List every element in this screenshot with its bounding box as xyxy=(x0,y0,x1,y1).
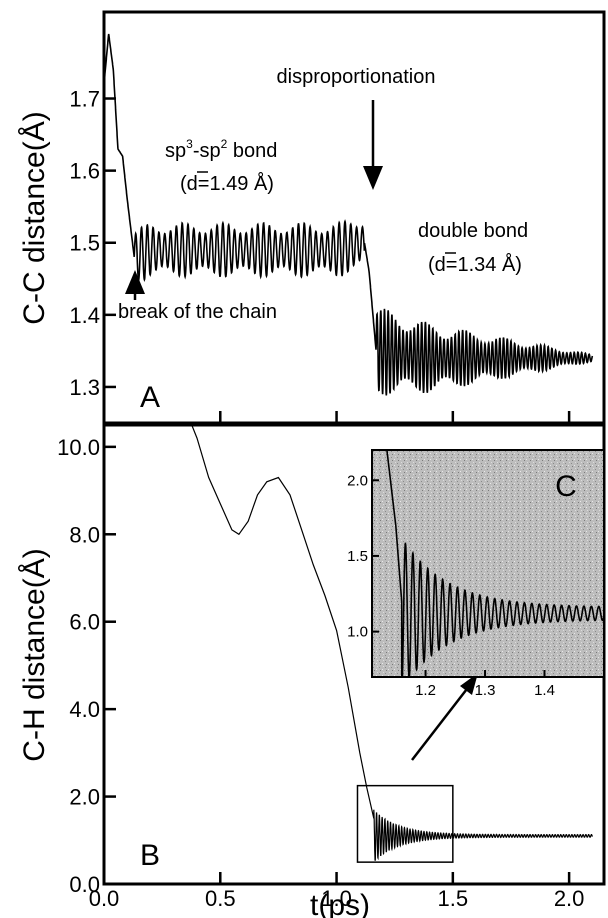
inset-c-x-ticks: 1.2 1.3 1.4 xyxy=(415,670,555,699)
sp-bond-annotation: sp3-sp2 bond xyxy=(165,137,277,162)
inset-c-y-ticks: 1.0 1.5 2.0 xyxy=(347,472,379,641)
zoom-arrow-head xyxy=(460,673,478,695)
inset-c-frame xyxy=(371,449,605,678)
panel-b-x-tick-label: 0.0 xyxy=(89,886,120,911)
panel-b-y-tick-label: 2.0 xyxy=(69,785,100,810)
panel-a-y-tick-label: 1.6 xyxy=(69,159,100,184)
panel-b-y-tick-label: 0.0 xyxy=(69,872,100,897)
inset-c-y-tick-label: 2.0 xyxy=(347,472,368,489)
bond-length-annotation-1: (d=1.49 Å) xyxy=(180,172,274,195)
panel-b: 0.0 2.0 4.0 6.0 8.0 10.0 0.0 0.5 1.0 1.5 2.0 C-H … xyxy=(18,423,606,918)
panel-b-y-tick-label: 8.0 xyxy=(69,522,100,547)
inset-c-x-tick-label: 1.4 xyxy=(534,682,555,699)
panel-b-x-ticks: 0.0 0.5 1.0 1.5 2.0 xyxy=(89,872,585,911)
panel-a-y-tick-label: 1.7 xyxy=(69,87,100,112)
disproportionation-annotation: disproportionation xyxy=(277,66,436,88)
inset-ch-line xyxy=(386,450,604,677)
panel-a-x-ticks xyxy=(102,411,571,423)
inset-c-y-tick-label: 1.0 xyxy=(347,624,368,641)
panel-b-x-axis-label: t(ps) xyxy=(310,889,370,918)
panel-a-y-ticks: 1.3 1.4 1.5 1.6 1.7 xyxy=(69,87,116,400)
double-bond-annotation: double bond xyxy=(418,220,528,242)
zoom-arrow-shaft xyxy=(411,684,471,761)
disproportionation-arrow-head xyxy=(363,166,383,190)
panel-b-y-tick-label: 4.0 xyxy=(69,697,100,722)
inset-c-x-tick-label: 1.2 xyxy=(415,682,436,699)
panel-a: 1.3 1.4 1.5 1.6 1.7 C-C distance(Å) sp3-sp2 … xyxy=(18,10,606,425)
panel-b-y-ticks: 0.0 2.0 4.0 6.0 8.0 10.0 xyxy=(57,435,116,897)
inset-c-label: C xyxy=(555,470,577,503)
inset-c-x-tick-label: 1.3 xyxy=(475,682,496,699)
panel-b-x-tick-label: 1.0 xyxy=(321,886,352,911)
bond-length-annotation-2: (d=1.34 Å) xyxy=(428,253,522,276)
panel-b-x-tick-label: 0.5 xyxy=(205,886,236,911)
panel-b-x-tick-label: 1.5 xyxy=(438,886,469,911)
panel-a-y-tick-label: 1.4 xyxy=(69,303,100,328)
break-of-chain-annotation: break of the chain xyxy=(118,301,277,323)
panel-a-y-tick-label: 1.5 xyxy=(69,231,100,256)
panel-a-frame xyxy=(102,10,606,425)
panel-b-x-tick-label: 2.0 xyxy=(554,886,585,911)
panel-a-y-tick-label: 1.3 xyxy=(69,375,100,400)
panel-a-y-axis-label: C-C distance(Å) xyxy=(18,111,51,324)
panel-b-label: B xyxy=(140,839,160,872)
cc-distance-line xyxy=(104,33,594,396)
break-arrow-head xyxy=(125,270,145,294)
panel-b-y-tick-label: 10.0 xyxy=(57,435,100,460)
inset-c: 1.0 1.5 2.0 1.2 1.3 1.4 C xyxy=(347,449,605,699)
zoom-region-box xyxy=(356,784,454,863)
inset-c-y-tick-label: 1.5 xyxy=(347,548,368,565)
panel-b-y-axis-label: C-H distance(Å) xyxy=(18,548,51,761)
panel-b-y-tick-label: 6.0 xyxy=(69,610,100,635)
ch-distance-line xyxy=(191,425,593,861)
panel-a-label: A xyxy=(140,381,160,414)
